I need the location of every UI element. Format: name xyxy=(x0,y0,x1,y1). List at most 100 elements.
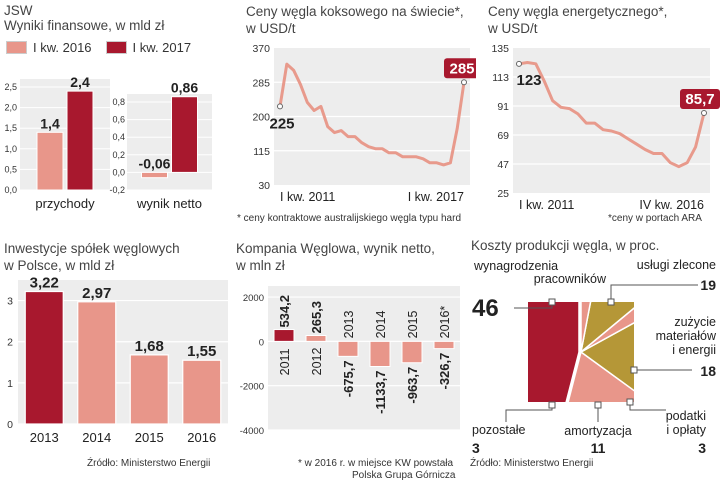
cost-label-taxes-1: podatki xyxy=(666,409,706,423)
cost-value-taxes: 3 xyxy=(698,440,706,456)
cost-value-services: 19 xyxy=(700,277,716,293)
kw-footnote-1: * w 2016 r. w miejsce KW powstała xyxy=(298,458,454,469)
kw-category-label: 2016* xyxy=(438,306,452,339)
kw-category-label: 2014 xyxy=(374,311,388,339)
legend-label-2017: I kw. 2017 xyxy=(132,40,192,55)
cost-leader-taxes xyxy=(629,402,666,411)
cost-marker-wages xyxy=(548,298,556,306)
steam-ytick: 113 xyxy=(492,72,509,84)
invest-chart: 0 1 2 3 3,22 2013 2,97 2014 1,68 2015 1,55 2016 xyxy=(7,276,228,445)
cost-marker-taxes xyxy=(626,398,634,406)
steam-end-label: 85,7 xyxy=(685,91,714,108)
steam-ytick: 135 xyxy=(491,43,509,55)
invest-bar-value: 3,22 xyxy=(30,276,59,292)
jsw-ytick: 2,0 xyxy=(4,103,17,113)
kw-bar-value: 265,3 xyxy=(309,301,324,334)
invest-bar-value: 1,68 xyxy=(135,338,164,355)
jsw-bar-value: 0,86 xyxy=(171,80,198,96)
jsw-ytick: 2,5 xyxy=(4,82,17,92)
steam-footnote: *ceny w portach ARA xyxy=(608,213,702,224)
jsw-plot-bg-1 xyxy=(127,94,212,190)
kw-chart: -4000 -2000 0 2000 2011 534,2 2012 265,3 2013 -67… xyxy=(240,286,460,437)
coking-title-1: Ceny węgla koksowego na świecie*, xyxy=(246,4,464,19)
coking-series-line xyxy=(278,62,466,167)
steam-title-1: Ceny węgla energetycznego*, xyxy=(488,4,668,19)
jsw-ytick: 0,8 xyxy=(112,97,125,107)
jsw-ytick: 0,0 xyxy=(4,185,17,195)
invest-bar xyxy=(182,359,222,425)
steam-ytick: 47 xyxy=(497,159,509,171)
jsw-label: JSW xyxy=(4,3,33,18)
cost-label-wages-1: wynagrodzenia xyxy=(473,259,558,273)
invest-category-label: 2015 xyxy=(135,430,164,445)
cost-slice xyxy=(528,302,580,402)
jsw-ytick: 1,0 xyxy=(4,144,17,154)
steam-series-line xyxy=(518,61,706,169)
kw-ytick: -4000 xyxy=(240,426,264,437)
kw-category-label: 2015 xyxy=(406,311,420,339)
coking-end-label-bg xyxy=(444,58,476,79)
kw-bar-value: 534,2 xyxy=(277,295,292,328)
kw-ytick: 0 xyxy=(259,337,264,348)
kw-ytick: 2000 xyxy=(243,293,264,304)
legend-label-2016: I kw. 2016 xyxy=(33,40,92,55)
coking-xlabel-end: I kw. 2017 xyxy=(408,190,464,204)
kw-footnote-2: Polska Grupa Górnicza xyxy=(352,470,456,481)
legend-swatch-2017 xyxy=(105,41,127,54)
invest-bar-value: 2,97 xyxy=(82,285,111,302)
cost-slice xyxy=(580,302,592,353)
invest-bar xyxy=(129,354,169,425)
steam-xlabel-end: IV kw. 2016 xyxy=(639,198,704,212)
jsw-category-label: przychody xyxy=(35,196,95,211)
cost-label-other: pozostałe xyxy=(472,423,526,437)
coking-ytick: 285 xyxy=(252,77,270,89)
kw-title-2: w mln zł xyxy=(236,258,285,273)
cost-label-services: usługi zlecone xyxy=(637,258,716,272)
invest-title-1: Inwestycje spółek węglowych xyxy=(4,241,180,256)
cost-title: Koszty produkcji węgla, w proc. xyxy=(471,238,660,253)
jsw-ytick: 0,6 xyxy=(112,115,125,125)
cost-marker-materials xyxy=(630,366,638,374)
invest-ytick: 2 xyxy=(7,337,13,349)
kw-title-1: Kompania Węglowa, wynik netto, xyxy=(236,241,435,256)
coking-ytick: 200 xyxy=(252,112,270,124)
kw-bar-value: -1133,7 xyxy=(373,371,388,414)
invest-bar xyxy=(24,290,64,425)
kw-bar xyxy=(273,329,295,342)
coking-xlabel-start: I kw. 2011 xyxy=(280,190,335,204)
cost-marker-services xyxy=(607,298,615,306)
invest-category-label: 2016 xyxy=(187,430,216,445)
kw-bar-value: -963,7 xyxy=(405,367,420,404)
invest-source: Źródło: Ministerstwo Energii xyxy=(87,458,211,469)
cost-label-materials-3: i energii xyxy=(672,343,716,357)
jsw-bar xyxy=(171,96,198,173)
invest-category-label: 2014 xyxy=(82,430,111,445)
jsw-legend: I kw. 2016 I kw. 2017 xyxy=(6,40,191,55)
steam-start-point xyxy=(516,60,522,67)
steam-end-point xyxy=(701,109,707,116)
cost-slice xyxy=(579,322,634,392)
cost-label-amort: amortyzacja xyxy=(564,424,631,438)
steam-xlabel-start: I kw. 2011 xyxy=(519,198,574,212)
cost-marker-amort xyxy=(594,401,602,409)
jsw-title: Wyniki finansowe, w mld zł xyxy=(4,18,165,33)
cost-slice xyxy=(567,350,634,402)
invest-title-2: w Polsce, w mld zł xyxy=(4,258,115,273)
kw-bar-value: -326,7 xyxy=(437,353,452,390)
jsw-charts: 0,0 0,5 1,0 1,5 2,0 2,5 1,4 2,4 przychody -0,2 0,0… xyxy=(4,74,212,211)
coking-ytick: 30 xyxy=(258,180,270,192)
legend-swatch-2016 xyxy=(6,41,27,54)
jsw-ytick: 0,0 xyxy=(112,167,125,177)
jsw-bar xyxy=(36,131,64,191)
kw-category-label: 2011 xyxy=(278,348,292,375)
jsw-ytick: 0,4 xyxy=(112,132,125,142)
invest-bar-value: 1,55 xyxy=(187,343,216,360)
jsw-ytick: -0,2 xyxy=(109,185,125,195)
coking-end-point xyxy=(461,79,467,86)
steam-ytick: 91 xyxy=(497,101,509,113)
steam-title-2: w USD/t xyxy=(488,21,538,36)
cost-slices xyxy=(528,302,634,402)
kw-plot-bg xyxy=(268,286,460,430)
kw-bar xyxy=(401,340,423,364)
cost-value-other: 3 xyxy=(472,440,480,456)
